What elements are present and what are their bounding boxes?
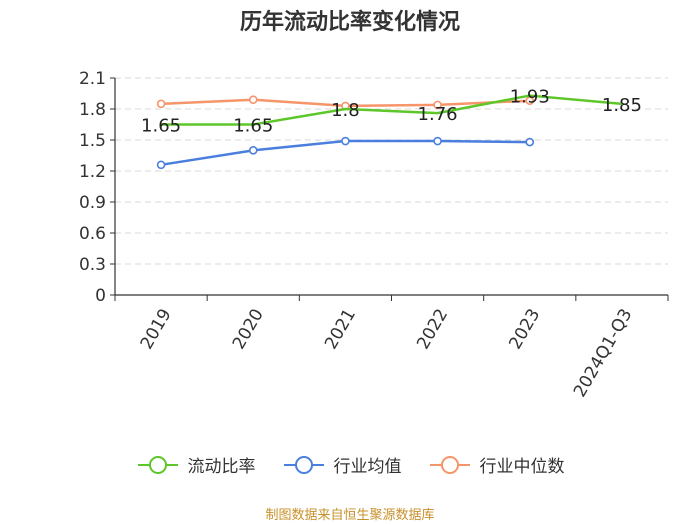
series-point [156,99,166,109]
series-point [248,95,258,104]
data-label: 1.65 [141,116,181,137]
y-tick-label: 1.5 [79,131,106,151]
data-labels: 1.65 1.65 1.8 1.76 1.93 1.85 [141,87,642,137]
y-tick-label: 0.9 [79,193,106,213]
x-tick-label: 2023 [505,305,544,352]
data-label: 1.65 [233,116,273,137]
grid-lines [115,77,668,265]
legend-label: 行业均值 [333,457,402,477]
legend-label: 流动比率 [187,457,256,477]
legend-marker-icon [429,455,470,474]
series-line [161,94,623,126]
y-tick-label: 0.6 [79,224,106,244]
source-note: 制图数据来自恒生聚源数据库 [265,508,435,523]
data-label: 1.93 [510,87,550,108]
series-lines [156,94,623,170]
chart-title: 历年流动比率变化情况 [239,10,460,35]
series-point [525,96,535,106]
y-tick-label: 1.2 [79,162,106,182]
data-label: 1.76 [418,104,458,125]
series-point [525,137,535,147]
data-label: 1.8 [331,100,360,121]
x-tick-label: 2022 [413,305,452,352]
y-tick-label: 0.3 [79,255,106,275]
series-point [156,160,166,170]
axes: 0 0.3 0.6 0.9 1.2 1.5 1.8 2.1 2019 2020 2021 2022 20… [79,69,669,401]
series-point [248,146,258,155]
legend-marker-icon [137,455,178,474]
legend-marker-icon [283,455,324,474]
legend: 流动比率 行业均值 行业中位数 [0,452,700,477]
x-tick-label: 2024Q1-Q3 [570,305,637,400]
x-tick-label: 2021 [321,305,360,352]
x-tick-label: 2020 [229,305,268,352]
series-point [341,136,350,146]
x-tick-label: 2019 [137,305,176,352]
legend-item[interactable]: 行业中位数 [428,452,565,477]
legend-item[interactable]: 行业均值 [282,452,402,477]
series-point [433,100,442,110]
y-tick-label: 1.8 [79,100,106,120]
y-tick-label: 0 [95,286,106,306]
y-tick-label: 2.1 [79,69,106,89]
legend-label: 行业中位数 [479,457,565,477]
legend-item[interactable]: 流动比率 [136,452,256,477]
series-point [433,136,442,146]
data-label: 1.85 [602,95,642,116]
